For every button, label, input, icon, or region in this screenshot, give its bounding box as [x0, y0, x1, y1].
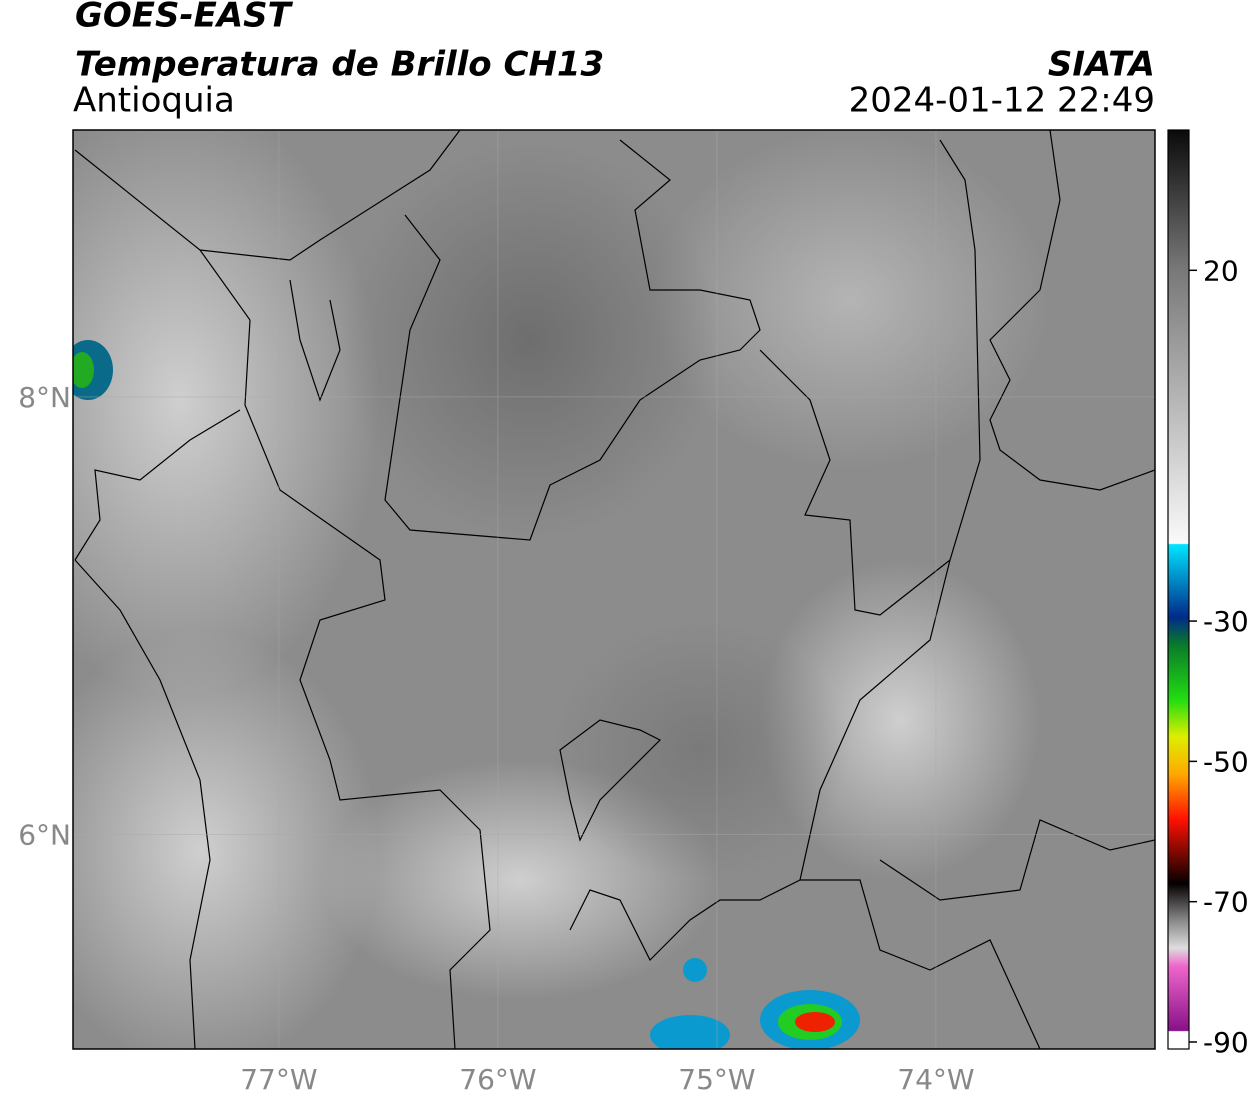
- colorbar-tick-label: -90: [1203, 1026, 1249, 1059]
- colorbar-tick-label: -30: [1203, 605, 1249, 638]
- x-tick-label: 77°W: [240, 1063, 317, 1096]
- grid: [73, 130, 1155, 1049]
- y-tick-label: 8°N: [18, 381, 71, 414]
- colorbar-tick-label: -70: [1203, 886, 1249, 919]
- map-image: [73, 130, 1155, 1049]
- x-tick-label: 75°W: [678, 1063, 755, 1096]
- colorbar: [1167, 129, 1190, 1050]
- product: Temperatura de Brillo CH13: [75, 45, 604, 85]
- source: SIATA: [1048, 45, 1155, 85]
- map-frame: [72, 129, 1156, 1050]
- x-tick-label: 74°W: [897, 1063, 974, 1096]
- region: Antioquia: [73, 81, 235, 121]
- satellite: GOES-EAST: [75, 0, 294, 36]
- y-tick-label: 6°N: [18, 819, 71, 852]
- colorbar-tick-label: -50: [1203, 745, 1249, 778]
- x-tick-label: 76°W: [459, 1063, 536, 1096]
- colorbar-tick-label: 20: [1203, 254, 1239, 287]
- timestamp: 2024-01-12 22:49: [849, 81, 1155, 121]
